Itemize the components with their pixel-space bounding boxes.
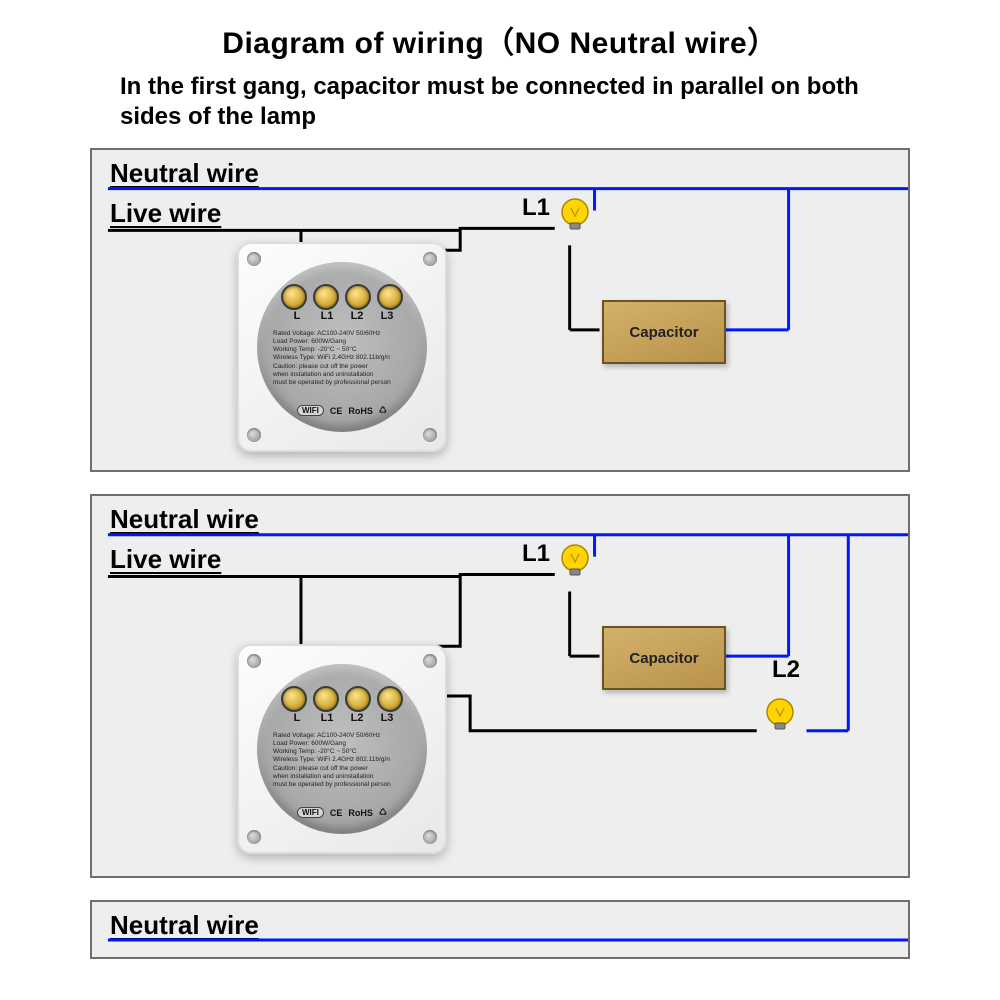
term-label: L2 bbox=[346, 310, 368, 322]
terminal bbox=[281, 284, 307, 310]
screw-hole-icon bbox=[423, 830, 437, 844]
switch-device: L L1 L2 L3 Rated Voltage: AC100-240V 50/… bbox=[237, 242, 447, 452]
page-title: Diagram of wiring（NO Neutral wire） bbox=[0, 0, 1000, 62]
weee-icon: ♺ bbox=[379, 807, 387, 818]
term-label: L3 bbox=[376, 712, 398, 724]
wifi-badge-icon: WIFI bbox=[297, 405, 324, 416]
terminal bbox=[313, 284, 339, 310]
rohs-badge: RoHS bbox=[348, 406, 373, 416]
spec-line: Rated Voltage: AC100-240V 50/60Hz bbox=[273, 330, 411, 338]
capacitor-box: Capacitor bbox=[602, 626, 726, 690]
switch-module: L L1 L2 L3 Rated Voltage: AC100-240V 50/… bbox=[257, 664, 427, 834]
spec-line: must be operated by professional person bbox=[273, 379, 411, 387]
screw-hole-icon bbox=[423, 252, 437, 266]
weee-icon: ♺ bbox=[379, 405, 387, 416]
rohs-badge: RoHS bbox=[348, 808, 373, 818]
neutral-label: Neutral wire bbox=[110, 158, 259, 189]
bulb-icon bbox=[762, 696, 798, 732]
screw-hole-icon bbox=[423, 428, 437, 442]
page-subtitle: In the first gang, capacitor must be con… bbox=[120, 72, 880, 132]
spec-line: Wireless Type: WiFi 2.4GHz 802.11b/g/n bbox=[273, 354, 411, 362]
page: Diagram of wiring（NO Neutral wire） In th… bbox=[0, 0, 1000, 1000]
diagram-panel-1: Neutral wire Live wire L1 bbox=[90, 148, 910, 472]
spec-line: Working Temp: -20°C ~ 50°C bbox=[273, 346, 411, 354]
neutral-label: Neutral wire bbox=[110, 910, 259, 941]
l2-label: L2 bbox=[772, 656, 800, 684]
switch-module: L L1 L2 L3 Rated Voltage: AC100-240V 50/… bbox=[257, 262, 427, 432]
term-label: L2 bbox=[346, 712, 368, 724]
terminal bbox=[377, 284, 403, 310]
terminal-labels: L L1 L2 L3 bbox=[286, 310, 398, 322]
diagram-panel-3: Neutral wire bbox=[90, 900, 910, 959]
bulb-icon bbox=[557, 542, 593, 578]
spec-line: Wireless Type: WiFi 2.4GHz 802.11b/g/n bbox=[273, 756, 411, 764]
term-label: L3 bbox=[376, 310, 398, 322]
l1-label: L1 bbox=[522, 194, 550, 222]
module-badges: WIFI CE RoHS ♺ bbox=[297, 807, 387, 818]
bulb-icon bbox=[557, 196, 593, 232]
terminal bbox=[281, 686, 307, 712]
diagram-panel-2: Neutral wire Live wire L1 L2 bbox=[90, 494, 910, 878]
terminal bbox=[345, 284, 371, 310]
module-specs: Rated Voltage: AC100-240V 50/60Hz Load P… bbox=[273, 330, 411, 387]
screw-hole-icon bbox=[423, 654, 437, 668]
terminal bbox=[377, 686, 403, 712]
screw-hole-icon bbox=[247, 830, 261, 844]
module-badges: WIFI CE RoHS ♺ bbox=[297, 405, 387, 416]
spec-line: when installation and uninstallation bbox=[273, 773, 411, 781]
live-label: Live wire bbox=[110, 544, 221, 575]
spec-line: Working Temp: -20°C ~ 50°C bbox=[273, 748, 411, 756]
l1-label: L1 bbox=[522, 540, 550, 568]
neutral-label: Neutral wire bbox=[110, 504, 259, 535]
term-label: L1 bbox=[316, 712, 338, 724]
spec-line: when installation and uninstallation bbox=[273, 371, 411, 379]
term-label: L bbox=[286, 712, 308, 724]
spec-line: must be operated by professional person bbox=[273, 781, 411, 789]
module-specs: Rated Voltage: AC100-240V 50/60Hz Load P… bbox=[273, 732, 411, 789]
terminal bbox=[313, 686, 339, 712]
screw-hole-icon bbox=[247, 654, 261, 668]
ce-badge: CE bbox=[330, 808, 343, 818]
wifi-badge-icon: WIFI bbox=[297, 807, 324, 818]
screw-hole-icon bbox=[247, 252, 261, 266]
screw-hole-icon bbox=[247, 428, 261, 442]
capacitor-box: Capacitor bbox=[602, 300, 726, 364]
live-label: Live wire bbox=[110, 198, 221, 229]
terminal-row bbox=[281, 284, 403, 310]
term-label: L bbox=[286, 310, 308, 322]
terminal-row bbox=[281, 686, 403, 712]
spec-line: Caution: please cut off the power bbox=[273, 765, 411, 773]
switch-device: L L1 L2 L3 Rated Voltage: AC100-240V 50/… bbox=[237, 644, 447, 854]
terminal bbox=[345, 686, 371, 712]
terminal-labels: L L1 L2 L3 bbox=[286, 712, 398, 724]
spec-line: Rated Voltage: AC100-240V 50/60Hz bbox=[273, 732, 411, 740]
term-label: L1 bbox=[316, 310, 338, 322]
spec-line: Caution: please cut off the power bbox=[273, 363, 411, 371]
ce-badge: CE bbox=[330, 406, 343, 416]
